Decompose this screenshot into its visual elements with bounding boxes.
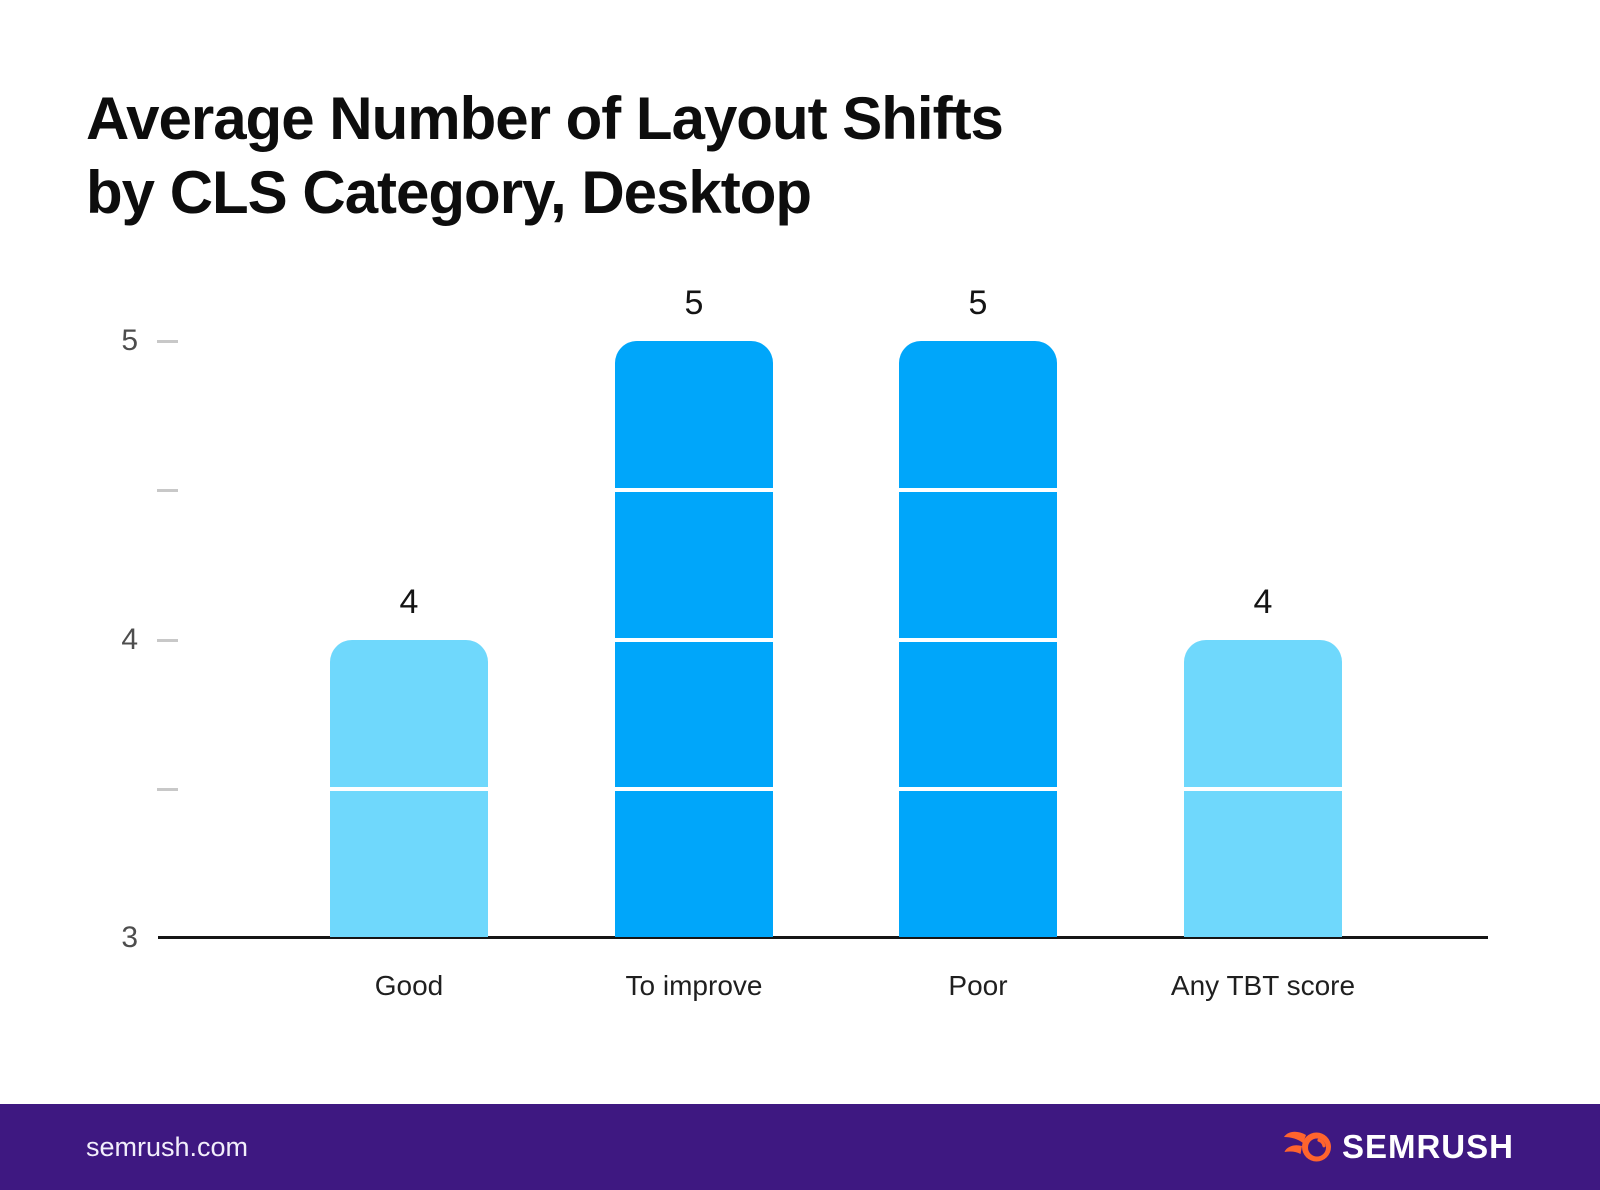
y-axis-tick xyxy=(157,340,178,343)
page-title-line2: by CLS Category, Desktop xyxy=(86,159,812,226)
y-axis-tick xyxy=(157,638,178,642)
bar-segment-line xyxy=(615,637,773,642)
bar-segment-line xyxy=(615,488,773,493)
bar-any-tbt-score xyxy=(1184,639,1342,937)
y-axis-tick xyxy=(157,787,178,791)
semrush-wordmark: SEMRUSH xyxy=(1341,1128,1514,1165)
bar-value-label: 4 xyxy=(1253,582,1273,621)
y-axis-tick xyxy=(157,489,178,493)
y-axis-label: 5 xyxy=(121,324,138,357)
category-label: Poor xyxy=(948,970,1008,1001)
category-label: To improve xyxy=(625,970,763,1001)
bar-segment-line xyxy=(899,488,1057,493)
semrush-comet-icon xyxy=(1283,1131,1331,1162)
y-axis-label: 3 xyxy=(121,921,138,954)
bar-value-label: 5 xyxy=(684,284,704,322)
page-title-line1: Average Number of Layout Shifts xyxy=(86,85,1004,152)
bar-poor xyxy=(899,341,1057,937)
bar-value-label: 5 xyxy=(968,284,988,322)
y-axis-label: 4 xyxy=(121,622,138,656)
bar-value-label: 4 xyxy=(399,582,419,621)
semrush-logo: SEMRUSH xyxy=(1283,1126,1514,1168)
bar-to-improve xyxy=(615,341,773,937)
footer-bar: semrush.com SEMRUSH xyxy=(0,1104,1600,1190)
category-label: Any TBT score xyxy=(1170,970,1356,1001)
category-label: Good xyxy=(374,970,444,1001)
footer-site-text: semrush.com xyxy=(86,1131,249,1162)
x-axis-line xyxy=(158,936,1488,939)
bar-segment-line xyxy=(899,786,1057,791)
bar-segment-line xyxy=(615,786,773,791)
bar-segment-line xyxy=(330,786,488,791)
bar-segment-line xyxy=(899,637,1057,642)
bar-segment-line xyxy=(1184,786,1342,791)
page-title: Average Number of Layout Shifts by CLS C… xyxy=(86,82,1004,230)
bar-good xyxy=(330,639,488,937)
